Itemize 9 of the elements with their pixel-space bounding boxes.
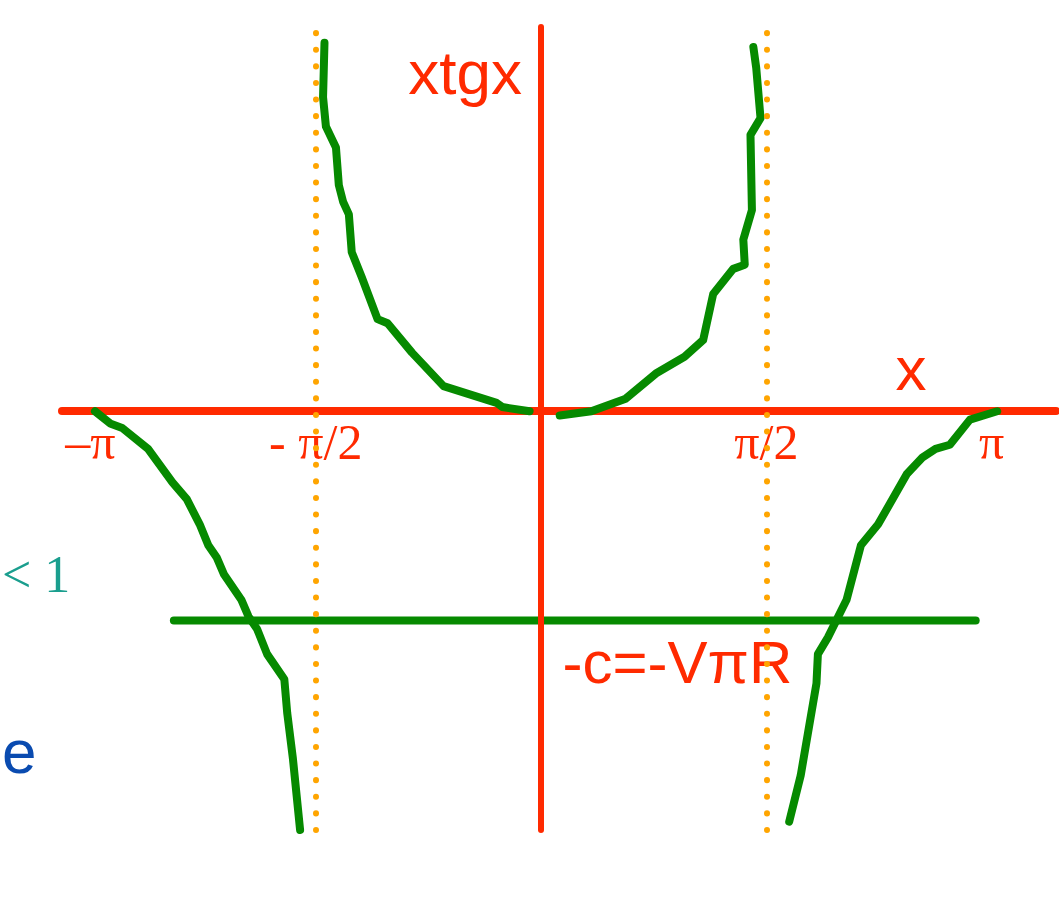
text: e — [2, 716, 37, 786]
annotation: -c=-VπR — [562, 629, 793, 697]
x-tick-label: –π — [64, 414, 116, 471]
annotation: < 1 — [2, 545, 71, 603]
x-tick-label: π — [979, 414, 1005, 471]
y-axis-title: xtgx — [408, 37, 523, 107]
x-tick-label: π/2 — [734, 414, 799, 471]
x-axis-title: x — [895, 333, 927, 403]
x-tick-label: - π/2 — [269, 414, 363, 471]
